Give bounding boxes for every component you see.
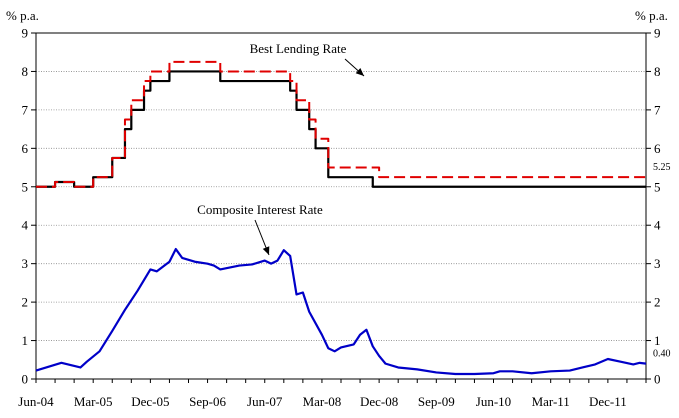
- end-value-label: 0.40: [653, 349, 671, 360]
- y-axis-unit-left: % p.a.: [6, 8, 39, 23]
- y-tick-label-right: 8: [654, 64, 661, 79]
- y-tick-label-right: 7: [654, 102, 661, 117]
- y-tick-label-left: 6: [22, 141, 29, 156]
- annotation-arrowhead: [355, 68, 364, 76]
- y-tick-label-right: 3: [654, 256, 661, 271]
- x-tick-label: Sep-06: [189, 394, 226, 409]
- annotation-composite-interest-rate: Composite Interest Rate: [197, 202, 323, 217]
- y-tick-label-left: 8: [22, 64, 29, 79]
- y-tick-label-left: 0: [22, 372, 29, 387]
- x-tick-label: Dec-08: [360, 394, 398, 409]
- y-tick-label-left: 7: [22, 102, 29, 117]
- y-tick-label-right: 6: [654, 141, 661, 156]
- x-tick-label: Dec-11: [589, 394, 627, 409]
- x-tick-label: Mar-05: [74, 394, 113, 409]
- y-tick-label-right: 9: [654, 26, 661, 41]
- y-axis-unit-right: % p.a.: [635, 8, 668, 23]
- series-line-composite-interest-rate: [35, 247, 647, 376]
- annotation-arrowhead: [262, 246, 270, 255]
- y-tick-label-left: 2: [22, 295, 29, 310]
- x-tick-label: Dec-05: [131, 394, 169, 409]
- series-lines: [35, 60, 647, 376]
- y-tick-label-left: 5: [22, 179, 29, 194]
- y-tick-label-right: 1: [654, 333, 661, 348]
- y-tick-label-left: 1: [22, 333, 29, 348]
- y-tick-label-right: 4: [654, 218, 661, 233]
- y-tick-label-right: 5: [654, 179, 661, 194]
- x-tick-label: Mar-08: [303, 394, 342, 409]
- y-tick-label-right: 0: [654, 372, 661, 387]
- series-line-best-lending-rate: [36, 70, 646, 188]
- x-tick-label: Sep-09: [418, 394, 455, 409]
- axes: 0 0 1 1 2 2 3 3 4 4 5 5 6 6 7 7 8 8 9 9 Jun-04 Mar-05 Dec-05 Se…: [18, 26, 661, 410]
- annotations: Best Lending Rate Composite Interest Rate…: [197, 41, 670, 360]
- y-tick-label-left: 9: [22, 26, 29, 41]
- end-value-label: 5.25: [653, 162, 671, 173]
- y-tick-label-right: 2: [654, 295, 661, 310]
- y-tick-label-left: 4: [22, 218, 29, 233]
- y-tick-label-left: 3: [22, 256, 29, 271]
- x-tick-label: Jun-04: [18, 394, 54, 409]
- plot-border: [35, 32, 647, 380]
- x-tick-label: Jun-07: [247, 394, 283, 409]
- x-tick-label: Mar-11: [532, 394, 570, 409]
- plot-frame: [35, 32, 647, 380]
- gridlines: [36, 71, 646, 341]
- series-line-dashed-red: [36, 60, 646, 188]
- x-tick-label: Jun-10: [476, 394, 511, 409]
- annotation-best-lending-rate: Best Lending Rate: [250, 41, 347, 56]
